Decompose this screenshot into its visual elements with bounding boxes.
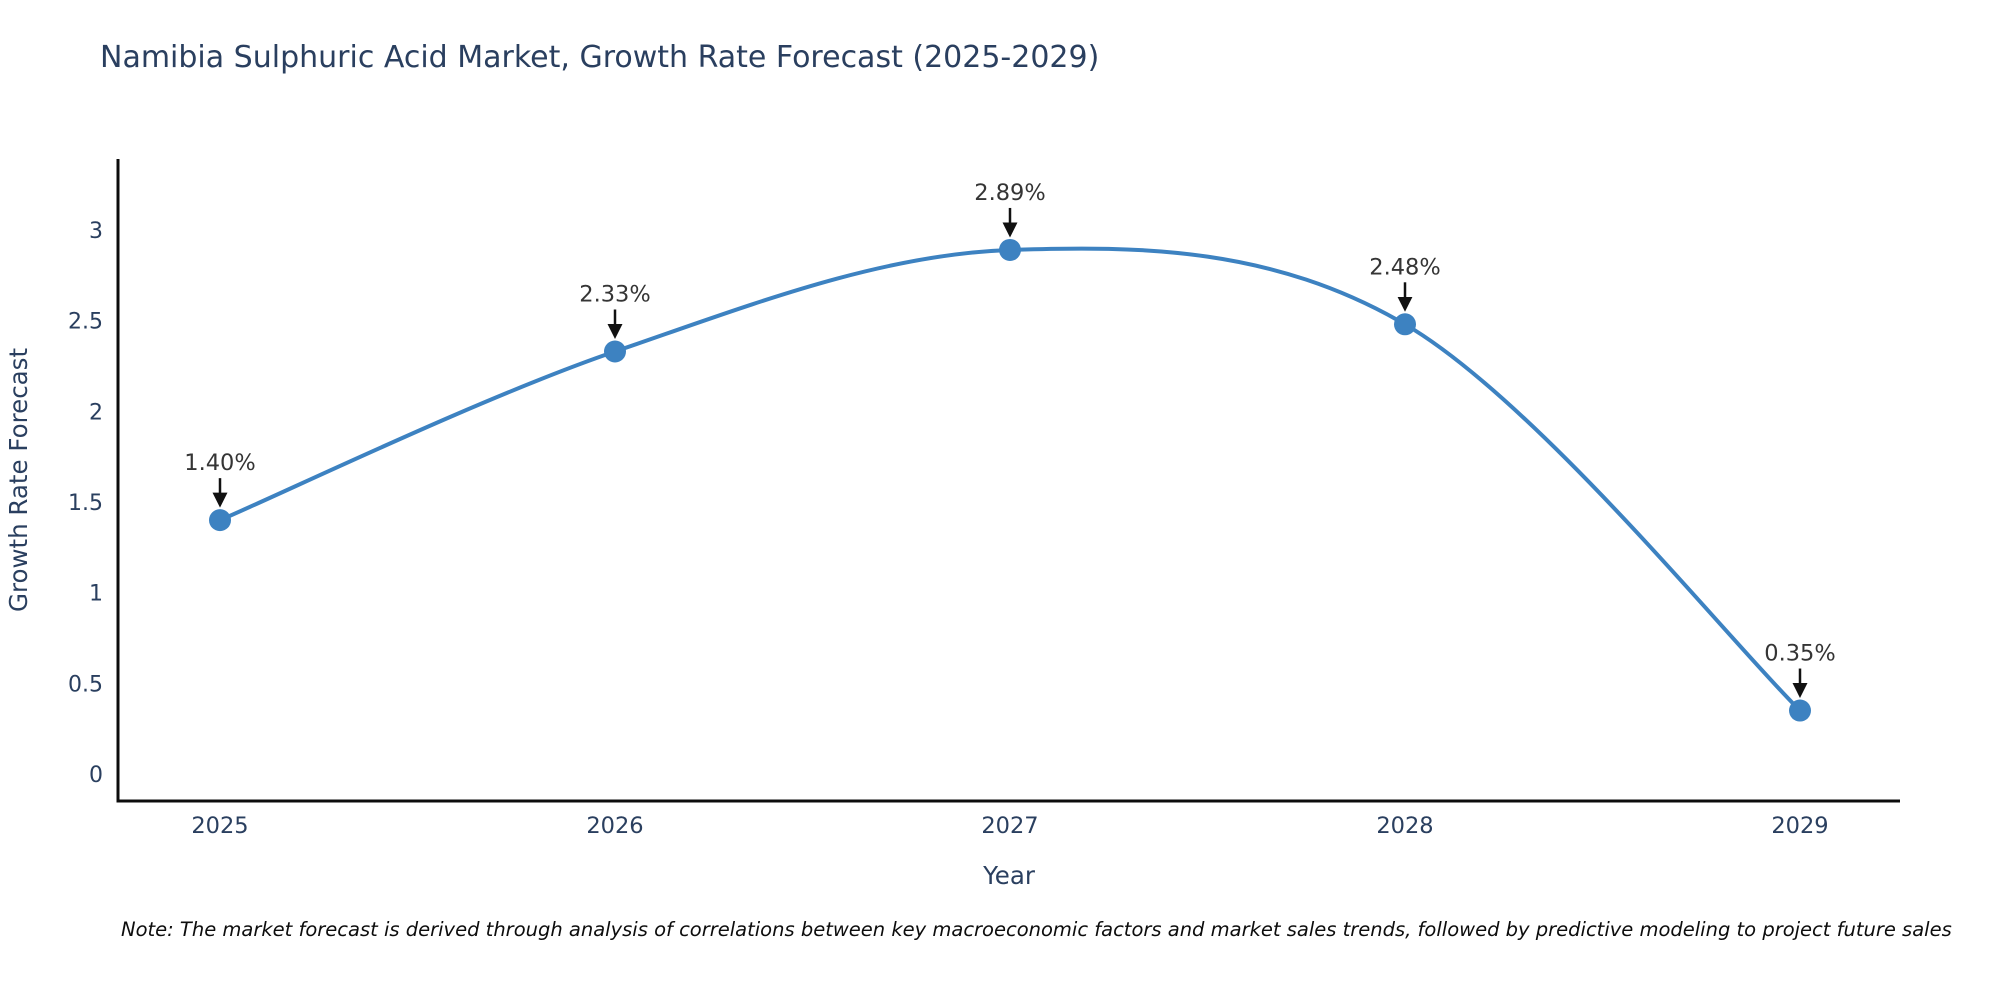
y-tick-label: 3 <box>89 219 103 244</box>
point-value-label: 0.35% <box>1764 641 1835 667</box>
point-value-label: 2.33% <box>579 282 650 308</box>
data-point <box>209 509 231 532</box>
data-point <box>604 340 626 363</box>
x-tick-label: 2025 <box>191 813 248 839</box>
x-tick-label: 2028 <box>1376 813 1433 839</box>
y-tick-label: 1.5 <box>68 491 103 516</box>
data-point <box>1394 313 1416 336</box>
data-point <box>999 238 1021 261</box>
y-tick-label: 1 <box>89 582 103 607</box>
forecast-line <box>218 246 1802 713</box>
y-tick-label: 2 <box>89 400 103 425</box>
x-tick-label: 2027 <box>981 813 1038 839</box>
y-tick-label: 2.5 <box>68 310 103 335</box>
x-tick-label: 2026 <box>586 813 643 839</box>
y-axis-title: Growth Rate Forecast <box>4 348 33 612</box>
footnote-text: Note: The market forecast is derived thr… <box>121 918 1952 941</box>
x-tick-label: 2029 <box>1771 813 1828 839</box>
chart-title: Namibia Sulphuric Acid Market, Growth Ra… <box>100 40 1100 75</box>
data-point <box>1789 699 1811 722</box>
point-value-label: 2.89% <box>974 180 1045 206</box>
point-value-label: 2.48% <box>1369 254 1440 280</box>
point-value-label: 1.40% <box>184 450 255 476</box>
y-tick-label: 0 <box>89 763 103 788</box>
y-tick-label: 0.5 <box>68 672 103 697</box>
x-axis-title: Year <box>982 861 1036 890</box>
